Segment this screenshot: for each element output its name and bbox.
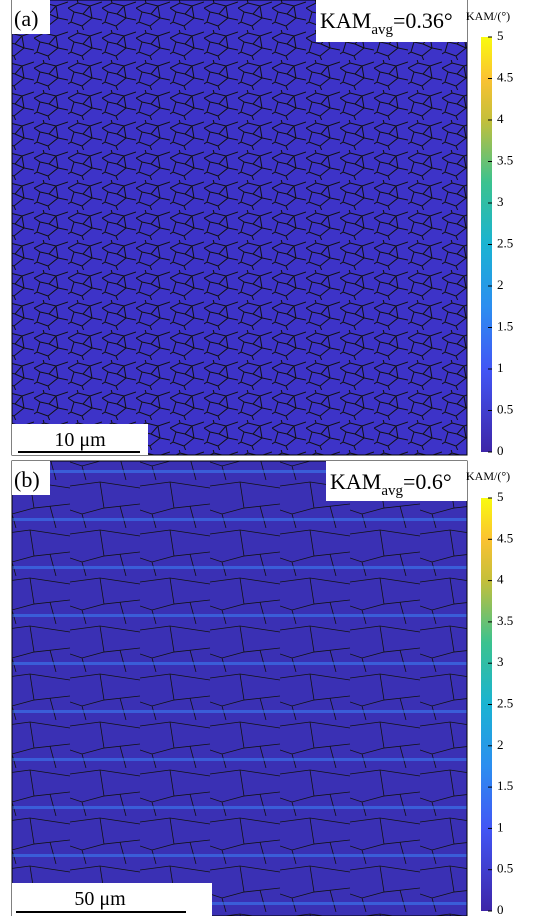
colorbar-tick-label: 4 bbox=[497, 572, 504, 587]
colorbar-title: KAM/(°) bbox=[466, 469, 510, 483]
colorbar-tick-label: 4 bbox=[497, 111, 504, 126]
colorbar-tick-label: 5 bbox=[497, 28, 504, 43]
kam-rest: =0.6° bbox=[403, 469, 452, 494]
panel-label: (b) bbox=[14, 467, 40, 492]
kam-avg: KAMavg=0.6° bbox=[330, 469, 452, 499]
scale-bar-label: 50 μm bbox=[74, 888, 126, 910]
panel-a: (a) KAMavg=0.36° 10 μm KAM/(°) 0 0.5 1 1.5 2… bbox=[11, 0, 513, 458]
kam-avg: KAMavg=0.36° bbox=[320, 8, 453, 38]
label-box bbox=[12, 461, 50, 495]
colorbar-tick-label: 4.5 bbox=[497, 530, 513, 545]
kam-sub: avg bbox=[371, 22, 393, 38]
kam-rest: =0.36° bbox=[393, 8, 453, 33]
colorbar-tick-label: 3.5 bbox=[497, 613, 513, 628]
colorbar-tick-label: 0 bbox=[497, 443, 504, 458]
colorbar bbox=[481, 37, 492, 452]
colorbar-tick-label: 3 bbox=[497, 654, 504, 669]
colorbar-tick-label: 3 bbox=[497, 194, 504, 209]
colorbar-tick-label: 5 bbox=[497, 489, 504, 504]
kam-map bbox=[11, 0, 468, 456]
colorbar-tick-label: 1 bbox=[497, 360, 504, 375]
panel-b: (b) KAMavg=0.6° 50 μm KAM/(°) 0 0.5 1 1.5 2 2… bbox=[11, 460, 513, 916]
colorbar-tick-label: 4.5 bbox=[497, 69, 513, 84]
colorbar-tick-label: 1.5 bbox=[497, 778, 513, 793]
colorbar-tick-label: 0 bbox=[497, 902, 504, 916]
label-box bbox=[12, 0, 50, 34]
scale-bar-box bbox=[12, 424, 148, 455]
scale-bar-box bbox=[12, 883, 212, 916]
kam-sub: avg bbox=[381, 483, 403, 499]
colorbar-tick-label: 2 bbox=[497, 737, 504, 752]
annotation-box bbox=[316, 0, 467, 42]
colorbar-tick-label: 1 bbox=[497, 819, 504, 834]
colorbar-tick-label: 0.5 bbox=[497, 401, 513, 416]
colorbar-tick-label: 2.5 bbox=[497, 695, 513, 710]
colorbar-tick-label: 0.5 bbox=[497, 861, 513, 876]
annotation-box bbox=[326, 461, 467, 501]
colorbar-tick-label: 1.5 bbox=[497, 318, 513, 333]
scale-bar-label: 10 μm bbox=[54, 429, 106, 451]
kam-map bbox=[11, 460, 468, 916]
kam-main: KAM bbox=[320, 8, 371, 33]
colorbar bbox=[481, 498, 492, 911]
kam-main: KAM bbox=[330, 469, 381, 494]
panel-label: (a) bbox=[14, 6, 38, 31]
colorbar-tick-label: 3.5 bbox=[497, 152, 513, 167]
colorbar-title: KAM/(°) bbox=[466, 9, 510, 23]
colorbar-tick-label: 2.5 bbox=[497, 235, 513, 250]
colorbar-tick-label: 2 bbox=[497, 277, 504, 292]
